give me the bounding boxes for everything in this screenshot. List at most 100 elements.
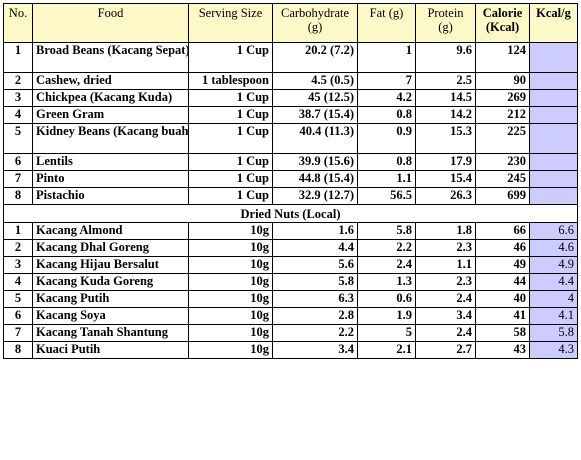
cell-carb: 20.2 (7.2) [272,42,358,73]
cell-calorie: 58 [475,324,530,342]
cell-serving: 10g [188,324,273,342]
cell-kcalg: 4.4 [529,273,578,291]
cell-carb: 32.9 (12.7) [272,187,358,205]
cell-fat: 5 [357,324,416,342]
cell-fat: 1.9 [357,307,416,325]
cell-calorie: 46 [475,239,530,257]
cell-protein: 2.5 [415,72,476,90]
cell-fat: 2.4 [357,256,416,274]
cell-food: Kacang Tanah Shantung [32,324,189,342]
header-kcalg: Kcal/g [529,3,578,43]
cell-carb: 5.6 [272,256,358,274]
cell-no: 2 [3,72,33,90]
cell-fat: 0.8 [357,106,416,124]
header-food: Food [32,3,189,43]
cell-food: Chickpea (Kacang Kuda) [32,89,189,107]
cell-no: 4 [3,106,33,124]
nut-rows: 1 Kacang Almond 10g 1.6 5.8 1.8 66 6.6 2 Kacang D… [3,222,578,359]
cell-serving: 10g [188,273,273,291]
cell-fat: 0.9 [357,123,416,154]
cell-fat: 4.2 [357,89,416,107]
cell-serving: 10g [188,341,273,359]
cell-kcalg: 4.1 [529,307,578,325]
table-row: 5 Kacang Putih 10g 6.3 0.6 2.4 40 4 [3,290,578,308]
cell-calorie: 66 [475,222,530,240]
cell-food: Kacang Soya [32,307,189,325]
cell-calorie: 269 [475,89,530,107]
cell-serving: 1 Cup [188,123,273,154]
cell-carb: 39.9 (15.6) [272,153,358,171]
cell-kcalg [529,106,578,124]
cell-calorie: 43 [475,341,530,359]
table-row: 2 Kacang Dhal Goreng 10g 4.4 2.2 2.3 46 4.6 [3,239,578,257]
cell-no: 1 [3,42,33,73]
cell-fat: 1.3 [357,273,416,291]
cell-carb: 38.7 (15.4) [272,106,358,124]
cell-food: Green Gram [32,106,189,124]
cell-serving: 1 tablespoon [188,72,273,90]
nutrition-table: No. Food Serving Size Carbohydrate (g) F… [3,3,578,359]
table-row: 8 Pistachio 1 Cup 32.9 (12.7) 56.5 26.3 699 [3,187,578,205]
cell-kcalg [529,187,578,205]
cell-no: 3 [3,256,33,274]
cell-calorie: 90 [475,72,530,90]
cell-calorie: 49 [475,256,530,274]
table-row: 8 Kuaci Putih 10g 3.4 2.1 2.7 43 4.3 [3,341,578,359]
cell-food: Pistachio [32,187,189,205]
cell-carb: 44.8 (15.4) [272,170,358,188]
section-row: Dried Nuts (Local) [3,204,578,223]
cell-no: 6 [3,307,33,325]
cell-serving: 1 Cup [188,170,273,188]
cell-fat: 5.8 [357,222,416,240]
cell-fat: 1 [357,42,416,73]
table-row: 4 Green Gram 1 Cup 38.7 (15.4) 0.8 14.2 212 [3,106,578,124]
cell-kcalg: 4.6 [529,239,578,257]
cell-food: Kacang Dhal Goreng [32,239,189,257]
cell-carb: 3.4 [272,341,358,359]
cell-serving: 1 Cup [188,42,273,73]
cell-kcalg: 5.8 [529,324,578,342]
cell-protein: 2.3 [415,273,476,291]
cell-kcalg [529,89,578,107]
cell-no: 7 [3,324,33,342]
cell-no: 8 [3,341,33,359]
header-fat: Fat (g) [357,3,416,43]
header-no: No. [3,3,33,43]
cell-carb: 2.8 [272,307,358,325]
table-row: 7 Pinto 1 Cup 44.8 (15.4) 1.1 15.4 245 [3,170,578,188]
header-protein: Protein (g) [415,3,476,43]
cell-calorie: 212 [475,106,530,124]
cell-fat: 7 [357,72,416,90]
legume-rows: 1 Broad Beans (Kacang Sepat) 1 Cup 20.2 (7.… [3,42,578,205]
cell-food: Cashew, dried [32,72,189,90]
cell-serving: 10g [188,239,273,257]
cell-no: 4 [3,273,33,291]
cell-kcalg [529,123,578,154]
cell-protein: 14.5 [415,89,476,107]
cell-kcalg [529,170,578,188]
cell-fat: 1.1 [357,170,416,188]
table-row: 3 Chickpea (Kacang Kuda) 1 Cup 45 (12.5) 4.2… [3,89,578,107]
cell-food: Kacang Almond [32,222,189,240]
cell-no: 6 [3,153,33,171]
cell-fat: 2.2 [357,239,416,257]
cell-kcalg: 4 [529,290,578,308]
cell-serving: 10g [188,307,273,325]
cell-no: 2 [3,239,33,257]
cell-no: 8 [3,187,33,205]
cell-food: Kidney Beans (Kacang buah pinggang) [32,123,189,154]
cell-calorie: 245 [475,170,530,188]
cell-carb: 40.4 (11.3) [272,123,358,154]
cell-calorie: 40 [475,290,530,308]
cell-food: Broad Beans (Kacang Sepat) [32,42,189,73]
cell-protein: 3.4 [415,307,476,325]
cell-protein: 2.4 [415,324,476,342]
cell-fat: 2.1 [357,341,416,359]
cell-food: Kuaci Putih [32,341,189,359]
cell-protein: 17.9 [415,153,476,171]
cell-food: Kacang Hijau Bersalut [32,256,189,274]
cell-no: 5 [3,290,33,308]
section-title: Dried Nuts (Local) [3,204,578,223]
cell-kcalg [529,72,578,90]
cell-kcalg: 4.3 [529,341,578,359]
